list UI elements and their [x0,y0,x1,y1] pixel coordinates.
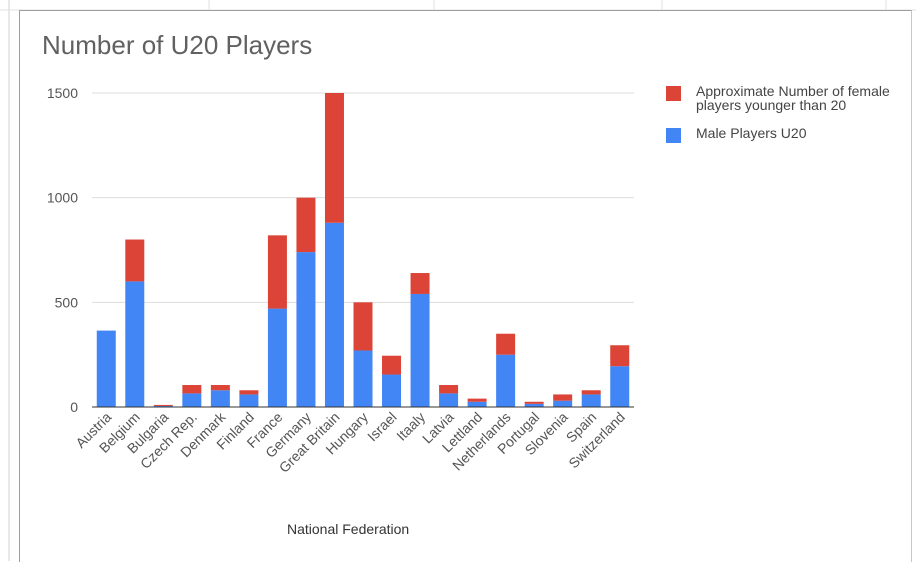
legend-swatch [666,86,681,101]
chart-card[interactable] [19,10,912,562]
y-tick-label: 1500 [47,85,78,101]
chart-title: Number of U20 Players [42,30,313,60]
bar-female-15 [524,401,544,404]
bar-male-15 [524,403,544,407]
bar-female-13 [467,398,487,402]
bar-male-6 [267,308,287,407]
bar-male-10 [382,374,402,407]
bar-female-6 [267,235,287,309]
y-tick-label: 1000 [47,190,78,206]
legend-label: Male Players U20 [696,125,807,141]
bar-female-18 [610,345,630,367]
bar-male-13 [467,401,487,407]
bar-male-8 [324,222,344,407]
bar-male-1 [125,281,145,407]
bar-female-16 [553,394,573,401]
bar-male-12 [439,393,459,407]
bar-male-7 [296,252,316,407]
legend-item: Approximate Number of female players you… [666,84,906,112]
bar-female-14 [496,333,516,355]
bar-female-2 [153,404,173,406]
bar-male-14 [496,354,516,407]
bar-female-8 [324,93,344,223]
bar-female-9 [353,302,373,351]
bar-male-3 [182,393,202,407]
y-tick-label: 500 [55,294,79,310]
bar-male-5 [239,394,259,407]
bar-female-12 [439,385,459,394]
legend-swatch [666,128,681,143]
bar-female-3 [182,385,202,394]
bar-male-18 [610,366,630,407]
bar-female-5 [239,390,259,395]
legend-label: Approximate Number of female players you… [696,83,890,113]
bar-male-4 [210,390,230,407]
y-tick-label: 0 [70,399,78,415]
bar-male-11 [410,293,430,407]
bar-male-17 [581,394,601,407]
x-axis-title: National Federation [287,521,410,537]
legend-item: Male Players U20 [666,125,906,143]
bar-female-1 [125,239,145,282]
bar-female-7 [296,197,316,253]
bar-male-0 [96,330,116,407]
bar-male-16 [553,400,573,407]
bar-male-9 [353,350,373,407]
legend: Approximate Number of female players you… [666,84,906,154]
bar-female-4 [210,385,230,391]
bar-male-2 [153,405,173,407]
bar-female-10 [382,355,402,375]
bar-female-17 [581,390,601,395]
x-tick-label: Israel [364,409,400,445]
bar-female-11 [410,273,430,294]
